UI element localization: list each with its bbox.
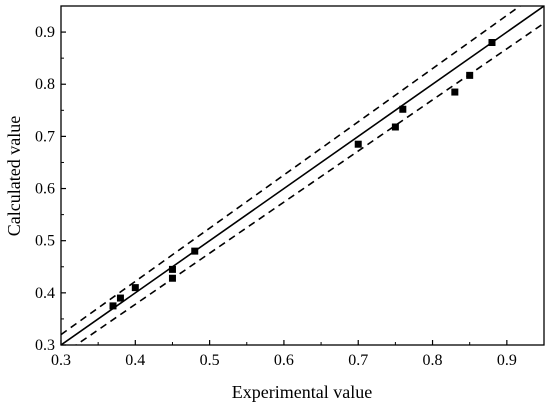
data-point [488, 39, 496, 47]
y-tick-label: 0.4 [35, 285, 55, 302]
data-point [168, 274, 176, 282]
data-point [191, 247, 199, 255]
y-tick-label: 0.8 [35, 76, 55, 93]
data-point [168, 265, 176, 273]
x-tick-label: 0.6 [274, 352, 294, 369]
y-tick-label: 0.3 [35, 337, 55, 354]
data-point [451, 88, 459, 96]
x-tick-label: 0.9 [497, 352, 517, 369]
data-point [354, 140, 362, 148]
y-tick-label: 0.6 [35, 181, 55, 198]
y-tick-label: 0.7 [35, 128, 55, 145]
reference-lines [61, 6, 544, 345]
data-points [109, 39, 496, 310]
data-point [131, 284, 139, 292]
x-tick-label: 0.4 [125, 352, 145, 369]
dashed-bound-line-2 [74, 22, 544, 345]
solid-fit-line [61, 6, 544, 345]
data-point [116, 294, 124, 302]
plot-frame [60, 5, 545, 346]
y-tick-label: 0.9 [35, 24, 55, 41]
x-tick-label: 0.7 [348, 352, 368, 369]
data-point [466, 71, 474, 79]
data-point [391, 123, 399, 131]
data-point [399, 105, 407, 113]
x-tick-label: 0.8 [423, 352, 443, 369]
y-tick-label: 0.5 [35, 233, 55, 250]
y-axis-title: Calculated value [4, 116, 24, 236]
x-axis-title: Experimental value [232, 382, 372, 402]
x-tick-label: 0.3 [51, 352, 71, 369]
x-axis-ticks: 0.3 0.4 0.5 0.6 0.7 0.8 0.9 [51, 340, 545, 369]
x-tick-label: 0.5 [200, 352, 220, 369]
dashed-bound-line-1 [61, 6, 522, 336]
data-point [109, 302, 117, 310]
y-axis-ticks: 0.3 0.4 0.5 0.6 0.7 0.8 0.9 [35, 5, 66, 354]
